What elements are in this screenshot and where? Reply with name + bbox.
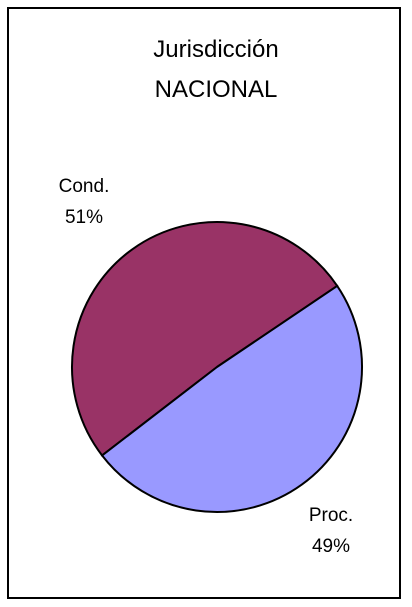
pie-slice-proc bbox=[100, 284, 363, 513]
pie-slices bbox=[71, 221, 363, 513]
slice-label-proc-percent: 49% bbox=[312, 536, 350, 557]
pie-labels: Cond. 51% Proc. 49% bbox=[59, 176, 354, 557]
slice-label-cond-percent: 51% bbox=[65, 207, 103, 228]
chart-title-line-2: NACIONAL bbox=[155, 76, 278, 103]
slice-label-cond-name: Cond. bbox=[59, 176, 110, 197]
slice-label-proc-name: Proc. bbox=[309, 505, 353, 526]
chart-title-line-1: Jurisdicción bbox=[153, 36, 278, 63]
pie-slice-cond bbox=[71, 221, 339, 457]
